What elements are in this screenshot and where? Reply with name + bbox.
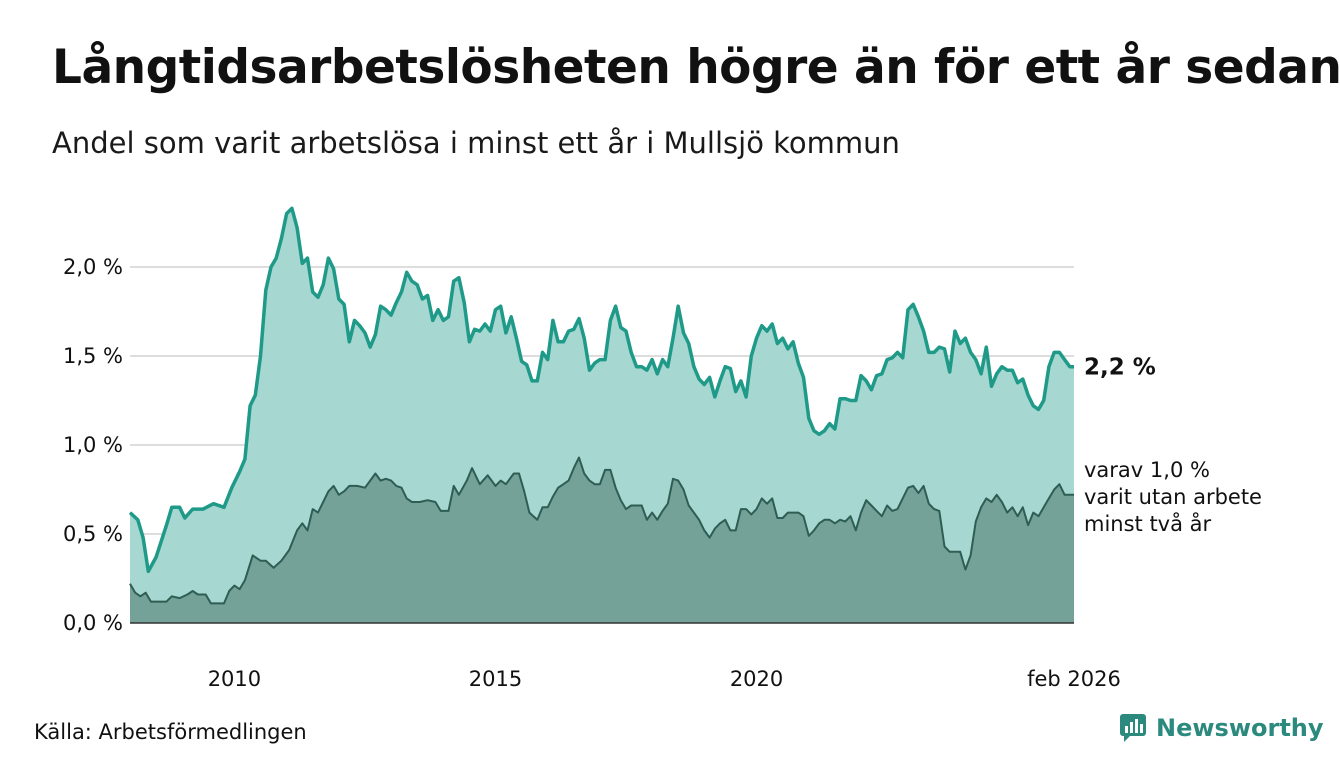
x-tick-label: feb 2026 (1027, 667, 1121, 691)
source-note: Källa: Arbetsförmedlingen (34, 720, 307, 744)
x-tick-label: 2015 (469, 667, 522, 691)
y-tick-label: 0,5 % (63, 522, 123, 546)
end-label-sub-series-line: varav 1,0 % (1084, 458, 1210, 482)
y-tick-label: 0,0 % (63, 611, 123, 635)
end-label-main-series: 2,2 % (1084, 355, 1156, 381)
chart-subtitle: Andel som varit arbetslösa i minst ett å… (52, 126, 900, 160)
axis-layer: 0,0 % 0,5 % 1,0 % 1,5 % 2,0 % 2010 2015 2020 feb… (63, 255, 1121, 691)
y-tick-label: 1,0 % (63, 433, 123, 457)
series-area-minst-tva-ar (130, 457, 1074, 623)
end-label-sub-series-line: minst två år (1084, 511, 1212, 536)
area-layer (128, 206, 1074, 624)
y-tick-label: 1,5 % (63, 344, 123, 368)
x-tick-label: 2010 (208, 667, 261, 691)
chart-title: Långtidsarbetslösheten högre än för ett … (52, 40, 1340, 95)
end-label-sub-series-line: varit utan arbete (1084, 485, 1262, 509)
brand-logo[interactable]: Newsworthy (1118, 713, 1324, 743)
series-line-minst-ett-ar (128, 206, 1074, 574)
x-tick-label: 2020 (730, 667, 783, 691)
brand-name: Newsworthy (1156, 714, 1324, 742)
newsworthy-logo-icon (1120, 714, 1146, 742)
chart-area: 0,0 % 0,5 % 1,0 % 1,5 % 2,0 % 2010 2015 2020 feb… (63, 206, 1262, 691)
series-line-minst-tva-ar (129, 456, 1074, 605)
y-tick-label: 2,0 % (63, 255, 123, 279)
